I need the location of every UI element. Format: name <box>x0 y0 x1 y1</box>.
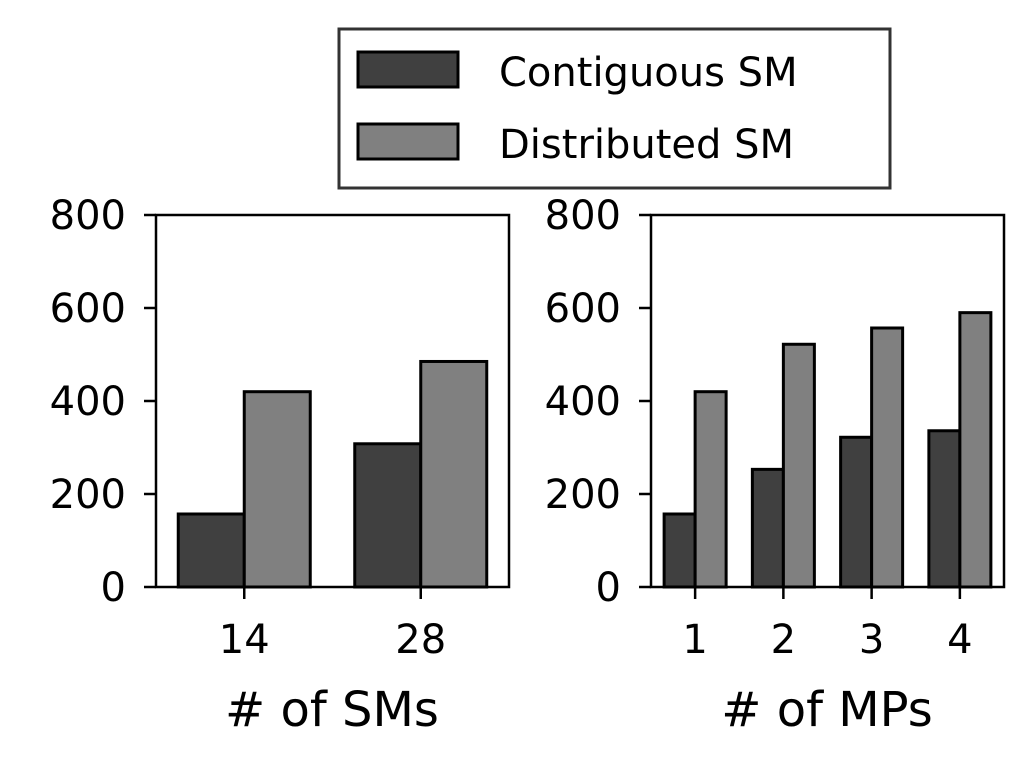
y-tick-label-sms-0: 0 <box>101 565 126 611</box>
bar-mps-distributed-3 <box>870 326 905 589</box>
bar-mps-contiguous-4 <box>927 429 962 589</box>
x-tick-label-mps-4: 4 <box>947 617 972 663</box>
legend-swatch-distributed <box>356 122 460 161</box>
x-axis-label-sms: # of SMs <box>225 682 439 738</box>
legend-label-distributed: Distributed SM <box>499 122 794 168</box>
x-tick-label-mps-3: 3 <box>859 617 884 663</box>
bar-sms-distributed-28 <box>419 359 489 589</box>
x-axis-sms: 14 28 <box>219 587 446 663</box>
y-tick-label-sms-600: 600 <box>50 286 126 332</box>
x-tick-label-sms-28: 28 <box>395 617 446 663</box>
x-axis-label-mps: # of MPs <box>721 682 933 738</box>
bar-mps-contiguous-3 <box>839 435 874 589</box>
legend: Contiguous SM Distributed SM <box>337 27 892 190</box>
bars-sms <box>176 359 489 589</box>
bar-mps-contiguous-2 <box>750 467 785 589</box>
x-tick-label-sms-14: 14 <box>219 617 270 663</box>
bar-mps-distributed-2 <box>781 342 816 589</box>
x-tick-label-mps-1: 1 <box>682 617 707 663</box>
bar-sms-contiguous-28 <box>353 442 423 589</box>
y-tick-label-mps-400: 400 <box>545 379 621 425</box>
legend-label-contiguous: Contiguous SM <box>499 50 798 96</box>
y-axis-sms: 0 200 400 600 800 <box>50 193 156 611</box>
y-tick-label-mps-600: 600 <box>545 286 621 332</box>
bar-sms-contiguous-14 <box>176 512 246 589</box>
legend-swatch-contiguous <box>356 50 460 89</box>
bar-sms-distributed-14 <box>242 390 312 589</box>
y-tick-label-sms-800: 800 <box>50 193 126 239</box>
y-tick-label-mps-200: 200 <box>545 472 621 518</box>
y-tick-label-mps-800: 800 <box>545 193 621 239</box>
y-axis-mps: 0 200 400 600 800 <box>545 193 651 611</box>
y-tick-label-mps-0: 0 <box>596 565 621 611</box>
y-tick-label-sms-400: 400 <box>50 379 126 425</box>
x-tick-label-mps-2: 2 <box>771 617 796 663</box>
subplot-sms: 0 200 400 600 800 14 28 # of SMs <box>50 193 511 738</box>
x-axis-mps: 1 2 3 4 <box>682 587 973 663</box>
bar-mps-distributed-1 <box>693 390 728 589</box>
bar-mps-contiguous-1 <box>662 512 697 589</box>
y-tick-label-sms-200: 200 <box>50 472 126 518</box>
bars-mps <box>662 311 993 589</box>
subplot-mps: 0 200 400 600 800 1 2 3 4 # of MPs <box>545 193 1006 738</box>
bar-mps-distributed-4 <box>958 311 993 589</box>
